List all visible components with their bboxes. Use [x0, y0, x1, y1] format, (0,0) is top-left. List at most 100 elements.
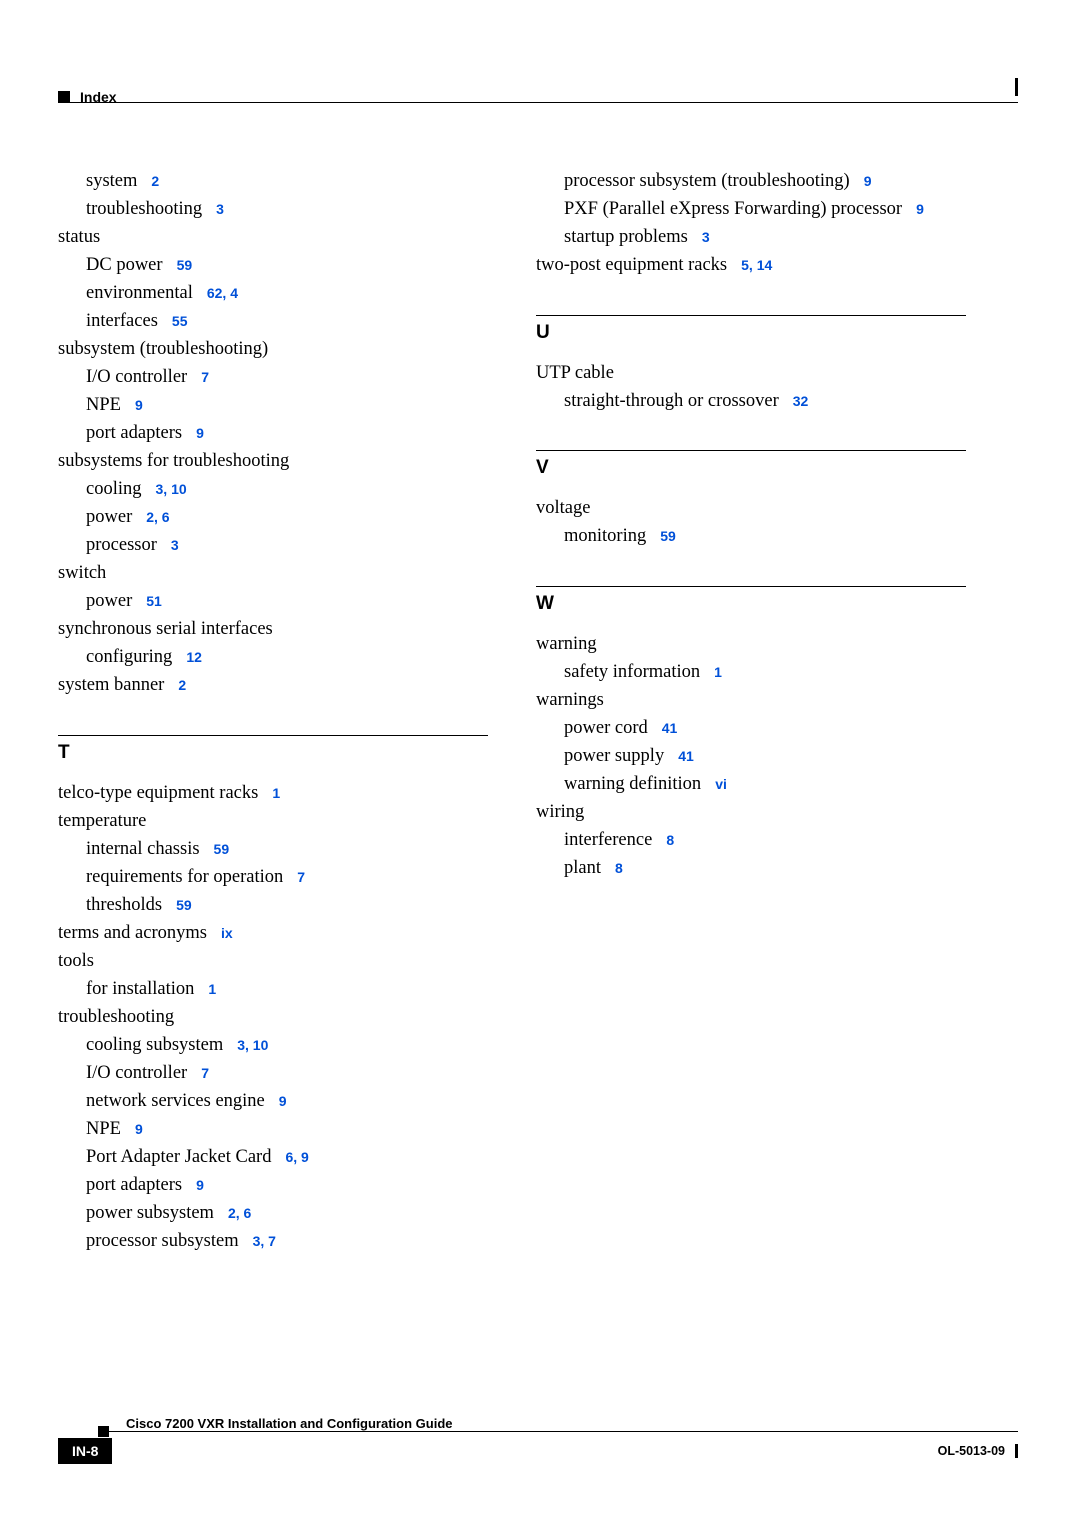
index-entry: power cord41 [564, 719, 966, 738]
doc-number-wrap: OL-5013-09 [938, 1442, 1018, 1460]
index-entry: configuring12 [86, 648, 488, 667]
page-reference[interactable]: vi [715, 776, 727, 792]
index-entry-text: wiring [536, 802, 584, 822]
index-entry-text: warning definition [564, 774, 701, 794]
index-entry: NPE 9 [86, 1120, 488, 1139]
letter-divider [536, 315, 966, 316]
page-reference[interactable]: 51 [146, 593, 162, 609]
index-entry: port adapters 9 [86, 424, 488, 443]
page-reference[interactable]: 8 [615, 860, 623, 876]
page-reference[interactable]: 59 [214, 841, 230, 857]
page-reference[interactable]: 1 [208, 981, 216, 997]
page-reference[interactable]: 3, 10 [237, 1037, 268, 1053]
index-entry-text: warning [536, 634, 597, 654]
page-reference[interactable]: 7 [297, 869, 305, 885]
page-reference[interactable]: 8 [666, 832, 674, 848]
page-reference[interactable]: 6, 9 [285, 1149, 308, 1165]
page-reference[interactable]: 9 [135, 1121, 143, 1137]
page-reference[interactable]: 59 [177, 257, 193, 273]
page-reference[interactable]: 9 [196, 1177, 204, 1193]
page: Index system2troubleshooting3statusDC po… [0, 0, 1080, 1528]
page-reference[interactable]: 41 [678, 748, 694, 764]
doc-tick [1015, 1444, 1018, 1458]
index-entry: warning definition vi [564, 775, 966, 794]
page-reference[interactable]: 1 [714, 664, 722, 680]
page-reference[interactable]: 3, 10 [156, 481, 187, 497]
page-reference[interactable]: 62, 4 [207, 285, 238, 301]
page-reference[interactable]: 9 [279, 1093, 287, 1109]
index-entry-text: telco-type equipment racks [58, 783, 258, 803]
index-entry: power supply 41 [564, 747, 966, 766]
header-rule [58, 102, 1018, 103]
index-entry-text: subsystem (troubleshooting) [58, 339, 268, 359]
page-reference[interactable]: ix [221, 925, 233, 941]
header-tick [1015, 78, 1018, 96]
footer-bottom: IN-8 OL-5013-09 [98, 1438, 1018, 1464]
index-entry: port adapters9 [86, 1176, 488, 1195]
page-reference[interactable]: 2, 6 [146, 509, 169, 525]
index-entry: startup problems3 [564, 228, 966, 247]
index-entry-text: I/O controller [86, 1063, 187, 1083]
letter-divider [58, 735, 488, 736]
page-reference[interactable]: 41 [662, 720, 678, 736]
index-entry: interference 8 [564, 831, 966, 850]
page-reference[interactable]: 3 [216, 201, 224, 217]
page-reference[interactable]: 7 [201, 1065, 209, 1081]
index-entry-text: warnings [536, 690, 604, 710]
page-reference[interactable]: 2 [178, 677, 186, 693]
page-reference[interactable]: 59 [176, 897, 192, 913]
page-reference[interactable]: 3 [171, 537, 179, 553]
index-entry-text: I/O controller [86, 367, 187, 387]
letter-heading: U [536, 322, 966, 344]
page-reference[interactable]: 5, 14 [741, 257, 772, 273]
page-reference[interactable]: 55 [172, 313, 188, 329]
page-reference[interactable]: 2, 6 [228, 1205, 251, 1221]
index-entry-text: interference [564, 830, 652, 850]
index-right-column: processor subsystem (troubleshooting)9PX… [536, 172, 966, 1260]
index-entry: terms and acronymsix [58, 924, 488, 943]
index-entry-text: interfaces [86, 311, 158, 331]
index-entry: two-post equipment racks5, 14 [536, 256, 966, 275]
index-entry: DC power59 [86, 256, 488, 275]
page-reference[interactable]: 59 [660, 528, 676, 544]
page-reference[interactable]: 9 [916, 201, 924, 217]
page-reference[interactable]: 9 [864, 173, 872, 189]
doc-number: OL-5013-09 [938, 1444, 1005, 1458]
letter-heading: W [536, 593, 966, 615]
index-entry: status [58, 228, 488, 247]
index-entry: subsystems for troubleshooting [58, 452, 488, 471]
index-entry-text: NPE [86, 1119, 121, 1139]
index-entry-text: cooling [86, 479, 142, 499]
page-reference[interactable]: 9 [135, 397, 143, 413]
page-reference[interactable]: 2 [151, 173, 159, 189]
page-reference[interactable]: 9 [196, 425, 204, 441]
footer-doc-title: Cisco 7200 VXR Installation and Configur… [126, 1416, 1018, 1431]
index-entry: monitoring59 [564, 527, 966, 546]
index-entry: system banner2 [58, 676, 488, 695]
index-entry: I/O controller 7 [86, 1064, 488, 1083]
index-entry-text: internal chassis [86, 839, 200, 859]
index-entry: cooling subsystem3, 10 [86, 1036, 488, 1055]
page-reference[interactable]: 3 [702, 229, 710, 245]
page-reference[interactable]: 3, 7 [253, 1233, 276, 1249]
index-entry: processor 3 [86, 536, 488, 555]
index-entry-text: processor [86, 535, 157, 555]
index-entry-text: tools [58, 951, 94, 971]
index-entry-text: power [86, 591, 132, 611]
page-reference[interactable]: 1 [272, 785, 280, 801]
index-entry: troubleshooting [58, 1008, 488, 1027]
index-entry: power subsystem2, 6 [86, 1204, 488, 1223]
page-reference[interactable]: 7 [201, 369, 209, 385]
index-entry: I/O controller 7 [86, 368, 488, 387]
index-entry-text: port adapters [86, 423, 182, 443]
index-entry-text: switch [58, 563, 106, 583]
index-entry: UTP cable [536, 364, 966, 383]
page-reference[interactable]: 12 [186, 649, 202, 665]
index-entry: switch [58, 564, 488, 583]
index-entry-text: thresholds [86, 895, 162, 915]
page-reference[interactable]: 32 [793, 393, 809, 409]
index-entry-text: temperature [58, 811, 146, 831]
index-entry-text: power supply [564, 746, 664, 766]
index-entry: thresholds 59 [86, 896, 488, 915]
letter-heading: V [536, 457, 966, 479]
